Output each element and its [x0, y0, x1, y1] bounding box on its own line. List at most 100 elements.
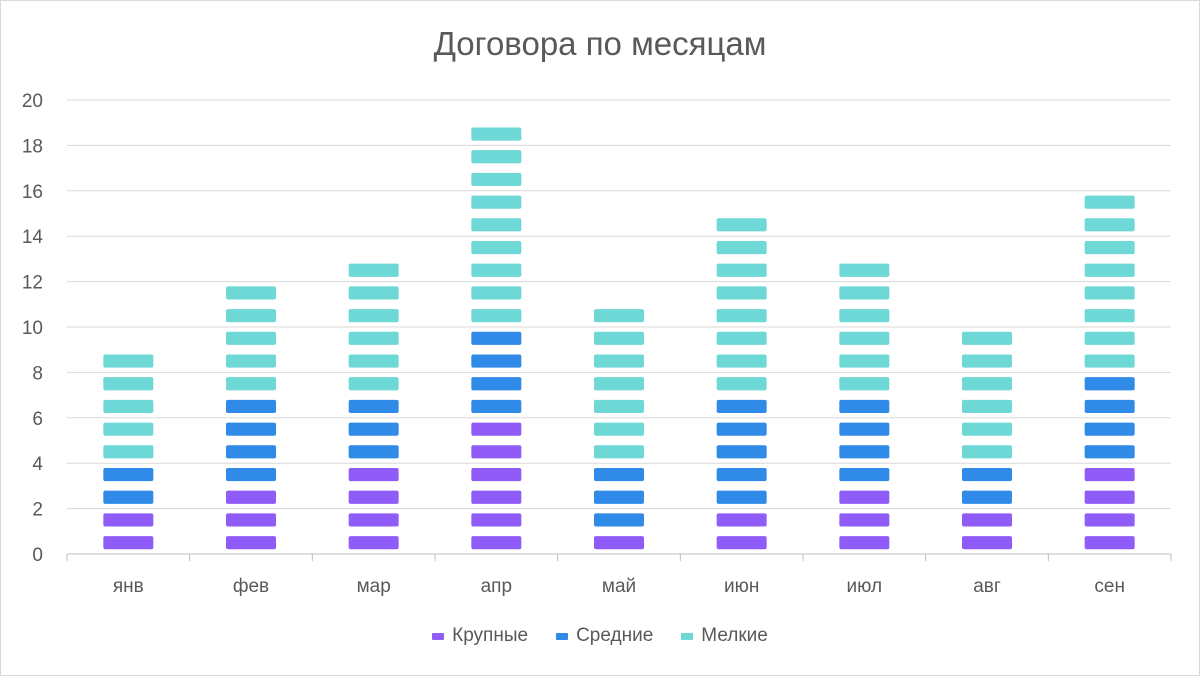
x-tick-label: фев [233, 576, 269, 597]
bar-stripe [471, 240, 522, 255]
bar-stripe [1084, 490, 1135, 504]
bar-stripe [962, 467, 1012, 482]
bar-segment-Мелкие [103, 354, 154, 459]
bar-stripe [471, 309, 522, 323]
y-tick-label: 12 [22, 273, 43, 294]
bar-segment-Крупные [348, 467, 399, 550]
bar-segment-Средние [471, 331, 522, 414]
bar-segment-Крупные [594, 536, 644, 550]
bar-stripe [226, 536, 276, 550]
bar-stripe [226, 331, 276, 345]
bar-stripe [594, 490, 644, 504]
bar-segment-Крупные [716, 513, 767, 550]
y-tick-label: 10 [22, 318, 43, 339]
bar-stripe [348, 331, 399, 345]
bar-stripe [471, 490, 522, 504]
bar-stripe [471, 172, 522, 187]
bar-stripe [962, 536, 1012, 550]
bar-segment-Мелкие [1084, 195, 1135, 368]
bar-stripe [348, 286, 399, 300]
x-tick-label: янв [113, 576, 144, 597]
bar-stripe [594, 354, 644, 368]
bar-segment-Крупные [226, 490, 276, 550]
bar-stripe [1084, 331, 1135, 345]
bar-stripe [471, 195, 522, 209]
bar-stripe [471, 150, 522, 164]
bar-stripe [1084, 309, 1135, 323]
bar-segment-Средние [103, 467, 154, 504]
bar-segment-Мелкие [348, 263, 399, 391]
bar-stripe [594, 377, 644, 391]
bar-stripe [103, 422, 154, 436]
bar-stripe [839, 354, 890, 368]
bar-segment-Мелкие [716, 218, 767, 391]
bar-stripe [716, 377, 767, 391]
bar-stripe [839, 490, 890, 504]
legend-label: Мелкие [701, 625, 768, 646]
y-tick-label: 18 [22, 136, 43, 157]
bar-stripe [226, 513, 276, 527]
bar-segment-Средние [1084, 377, 1135, 459]
bar-segment-Средние [716, 399, 767, 504]
bar-stripe [716, 218, 767, 232]
bar-stripe [716, 286, 767, 300]
bar-stripe [1084, 513, 1135, 527]
x-tick-label: апр [481, 576, 512, 597]
bar-stripe [839, 445, 890, 459]
bar-stripe [471, 331, 522, 345]
bar-stripe [103, 354, 154, 368]
bar-stripe [1084, 399, 1135, 414]
bar-stripe [348, 445, 399, 459]
bar-stripe [839, 263, 890, 277]
y-tick-label: 0 [32, 545, 43, 566]
bar-stripe [962, 331, 1012, 345]
bar-stripe [103, 490, 154, 504]
bar-stripe [839, 422, 890, 436]
legend-item: Мелкие [681, 625, 768, 647]
bar-segment-Мелкие [962, 331, 1012, 459]
legend-item: Крупные [432, 625, 528, 647]
bar-stripe [716, 309, 767, 323]
legend-swatch [556, 632, 569, 640]
bar-stripe [471, 422, 522, 436]
legend-swatch [681, 632, 694, 640]
bar-segment-Средние [348, 399, 399, 459]
bar-stripe [839, 467, 890, 482]
bar-stripe [1084, 377, 1135, 391]
bar-stripe [594, 399, 644, 414]
bar-segment-Средние [962, 467, 1012, 504]
bar-segment-Крупные [962, 513, 1012, 550]
bar-stripe [594, 445, 644, 459]
bar-stripe [348, 467, 399, 482]
x-tick-label: июн [724, 576, 759, 597]
y-tick-label: 20 [22, 91, 43, 112]
bar-stripe [962, 513, 1012, 527]
bar-stripe [594, 536, 644, 550]
bar-stripe [962, 490, 1012, 504]
bar-segment-Средние [594, 467, 644, 527]
bar-stripe [1084, 218, 1135, 232]
bar-stripe [226, 399, 276, 414]
x-tick-label: май [602, 576, 636, 597]
bar-stripe [716, 513, 767, 527]
bar-stripe [471, 354, 522, 368]
bar-stripe [962, 445, 1012, 459]
bar-stripe [471, 377, 522, 391]
bar-stripe [716, 445, 767, 459]
bar-stripe [962, 399, 1012, 414]
bar-stripe [1084, 240, 1135, 255]
bar-stripe [716, 422, 767, 436]
bar-stripe [471, 263, 522, 277]
bar-stripe [1084, 422, 1135, 436]
bar-stripe [839, 399, 890, 414]
bar-stripe [839, 309, 890, 323]
bar-stripe [594, 309, 644, 323]
bar-stripe [226, 309, 276, 323]
bar-stripe [471, 445, 522, 459]
chart-title: Договора по месяцам [433, 25, 767, 62]
x-tick-label: мар [357, 576, 391, 597]
legend-swatch [432, 632, 445, 640]
bar-stripe [348, 399, 399, 414]
legend-label: Крупные [452, 625, 529, 646]
